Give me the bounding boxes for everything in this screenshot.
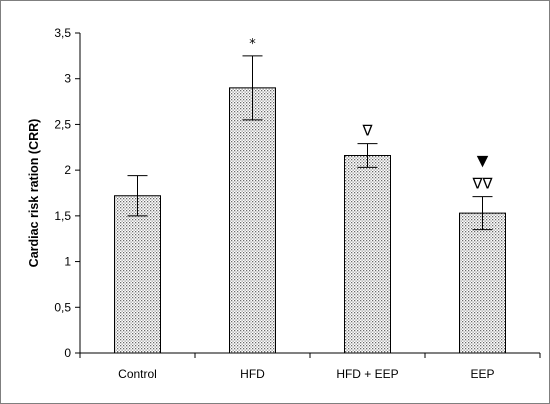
y-tick-label: 2 <box>64 163 71 177</box>
bar-hfd-eep <box>344 155 391 354</box>
x-tick-label: EEP <box>470 367 494 381</box>
significance-marker: ∇∇ <box>471 175 493 193</box>
y-tick-label: 2,5 <box>54 117 71 131</box>
bar-control <box>114 195 161 354</box>
y-tick-label: 0 <box>64 346 71 360</box>
y-tick-label: 1,5 <box>54 209 71 223</box>
x-tick-label: HFD <box>240 367 265 381</box>
y-tick-label: 3,5 <box>54 26 71 40</box>
y-axis-label: Cardiac risk ration (CRR) <box>27 119 41 268</box>
y-tick-label: 3 <box>64 72 71 86</box>
x-tick-label: HFD + EEP <box>336 367 398 381</box>
bar-eep <box>459 212 506 354</box>
bar-hfd <box>229 87 276 354</box>
y-tick-label: 0,5 <box>54 300 71 314</box>
significance-marker: * <box>249 37 256 52</box>
significance-marker: ∇ <box>361 122 373 140</box>
y-tick-label: 1 <box>64 255 71 269</box>
significance-marker: ▼ <box>477 152 489 170</box>
x-tick-label: Control <box>118 367 157 381</box>
